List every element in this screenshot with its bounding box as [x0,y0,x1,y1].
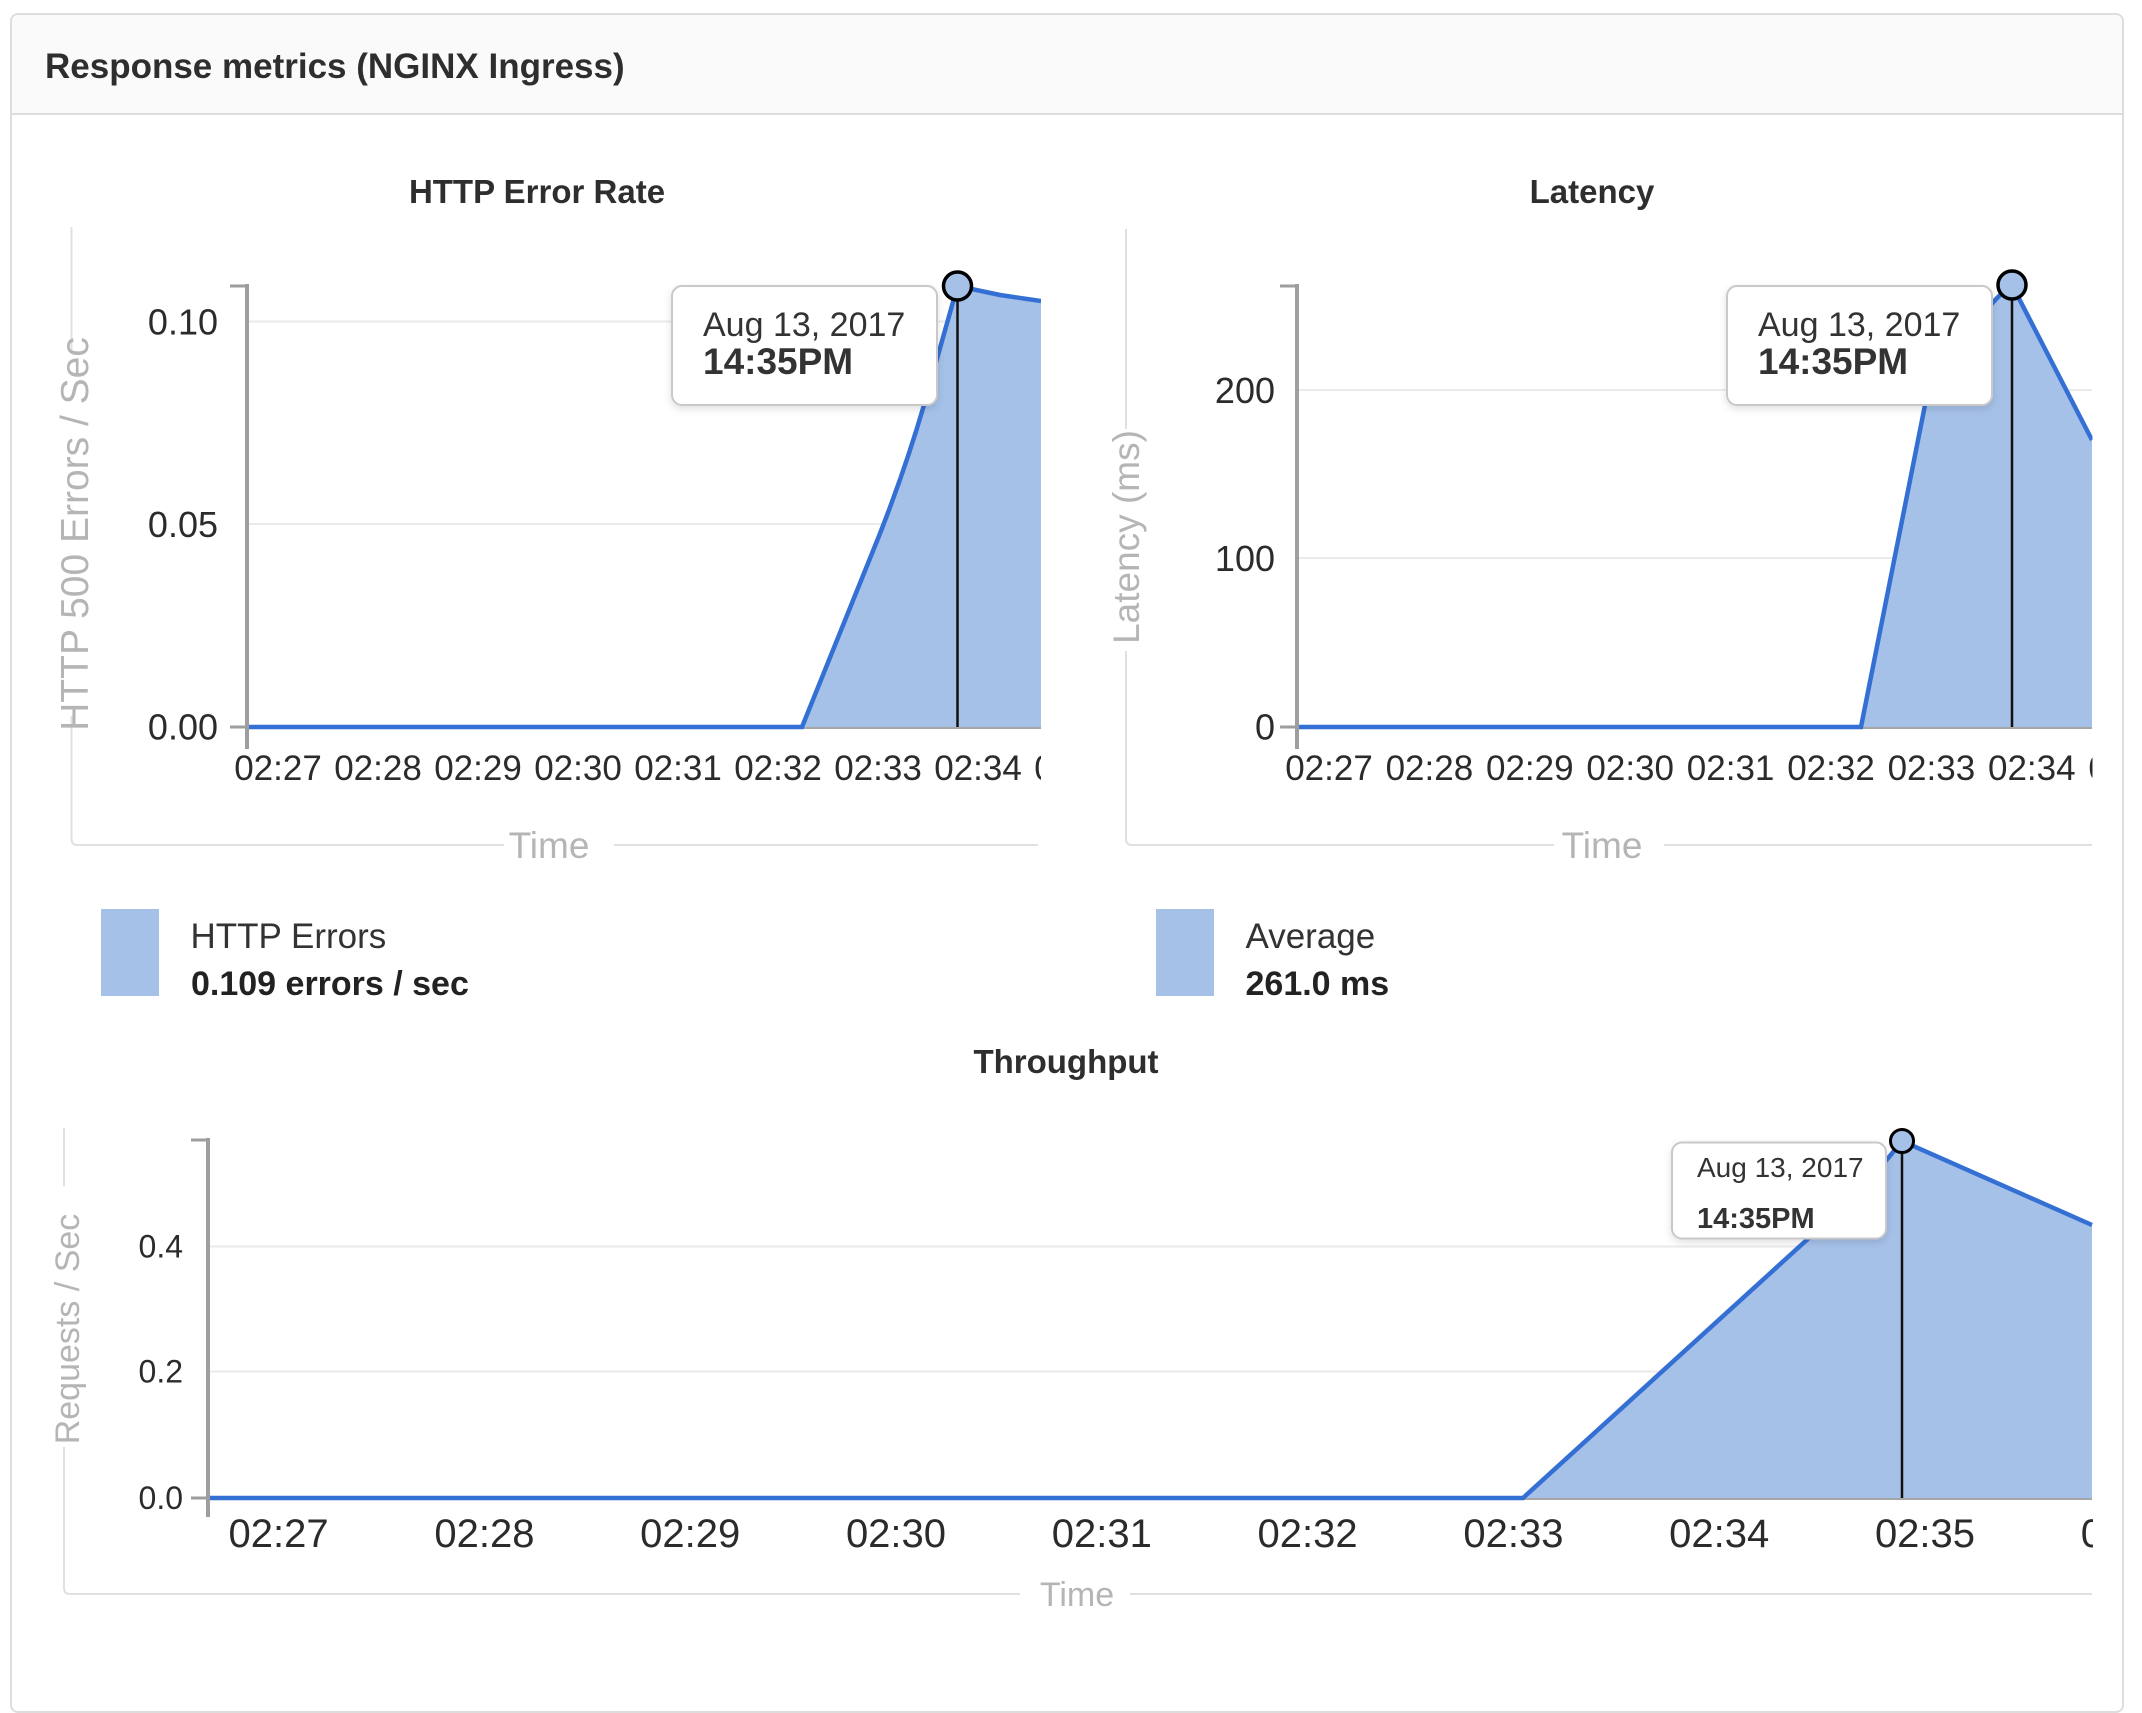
svg-text:02:28: 02:28 [1386,749,1474,788]
svg-text:02:35: 02:35 [1875,1512,1975,1556]
svg-text:Time: Time [509,825,590,866]
svg-text:0.05: 0.05 [148,504,218,545]
svg-text:02:29: 02:29 [640,1512,740,1556]
svg-text:02:31: 02:31 [1687,749,1775,788]
svg-text:14:35PM: 14:35PM [1758,341,1908,382]
svg-text:02:28: 02:28 [434,1512,534,1556]
svg-text:02:35: 02:35 [2088,749,2142,788]
svg-text:0.0: 0.0 [139,1480,183,1516]
svg-text:Response metrics (NGINX Ingres: Response metrics (NGINX Ingress) [45,47,625,86]
svg-text:02:33: 02:33 [834,749,922,788]
svg-text:Latency (ms): Latency (ms) [1106,430,1147,644]
svg-text:02:30: 02:30 [534,749,622,788]
svg-text:Latency: Latency [1530,173,1655,210]
svg-text:Aug 13, 2017: Aug 13, 2017 [1758,306,1960,344]
svg-text:100: 100 [1215,538,1275,579]
svg-text:02:33: 02:33 [1463,1512,1563,1556]
svg-text:02:27: 02:27 [229,1512,329,1556]
svg-text:02:36: 02:36 [2081,1512,2142,1556]
svg-text:02:34: 02:34 [934,749,1022,788]
svg-text:Requests / Sec: Requests / Sec [49,1214,87,1445]
svg-text:02:34: 02:34 [1988,749,2076,788]
svg-text:02:31: 02:31 [1052,1512,1152,1556]
svg-text:0.10: 0.10 [148,302,218,343]
svg-text:02:34: 02:34 [1669,1512,1769,1556]
svg-text:02:29: 02:29 [434,749,522,788]
svg-text:0: 0 [1255,707,1275,748]
svg-text:02:33: 02:33 [1888,749,1976,788]
svg-text:14:35PM: 14:35PM [703,341,853,382]
svg-text:02:30: 02:30 [846,1512,946,1556]
svg-text:02:28: 02:28 [334,749,422,788]
svg-text:Aug 13, 2017: Aug 13, 2017 [703,306,905,344]
svg-text:02:29: 02:29 [1486,749,1574,788]
svg-text:02:32: 02:32 [1787,749,1875,788]
svg-text:200: 200 [1215,370,1275,411]
svg-text:0.4: 0.4 [139,1229,183,1265]
svg-text:HTTP 500 Errors / Sec: HTTP 500 Errors / Sec [54,337,97,731]
svg-text:Aug 13, 2017: Aug 13, 2017 [1697,1152,1864,1183]
svg-text:Average: Average [1246,917,1376,956]
svg-text:14:35PM: 14:35PM [1697,1203,1815,1235]
svg-text:0.109 errors / sec: 0.109 errors / sec [191,965,469,1003]
svg-text:02:30: 02:30 [1586,749,1674,788]
svg-text:02:31: 02:31 [634,749,722,788]
svg-text:02:32: 02:32 [734,749,822,788]
svg-text:02:35: 02:35 [1034,749,1122,788]
svg-text:Throughput: Throughput [973,1043,1158,1080]
svg-text:Time: Time [1040,1576,1114,1608]
svg-text:02:32: 02:32 [1258,1512,1358,1556]
svg-text:HTTP Error Rate: HTTP Error Rate [409,173,665,210]
svg-text:261.0 ms: 261.0 ms [1246,965,1390,1003]
svg-text:0.00: 0.00 [148,707,218,748]
svg-text:02:27: 02:27 [1285,749,1373,788]
svg-text:Time: Time [1562,825,1643,866]
svg-text:0.2: 0.2 [139,1354,183,1390]
svg-text:HTTP Errors: HTTP Errors [191,917,387,956]
svg-text:02:27: 02:27 [234,749,322,788]
